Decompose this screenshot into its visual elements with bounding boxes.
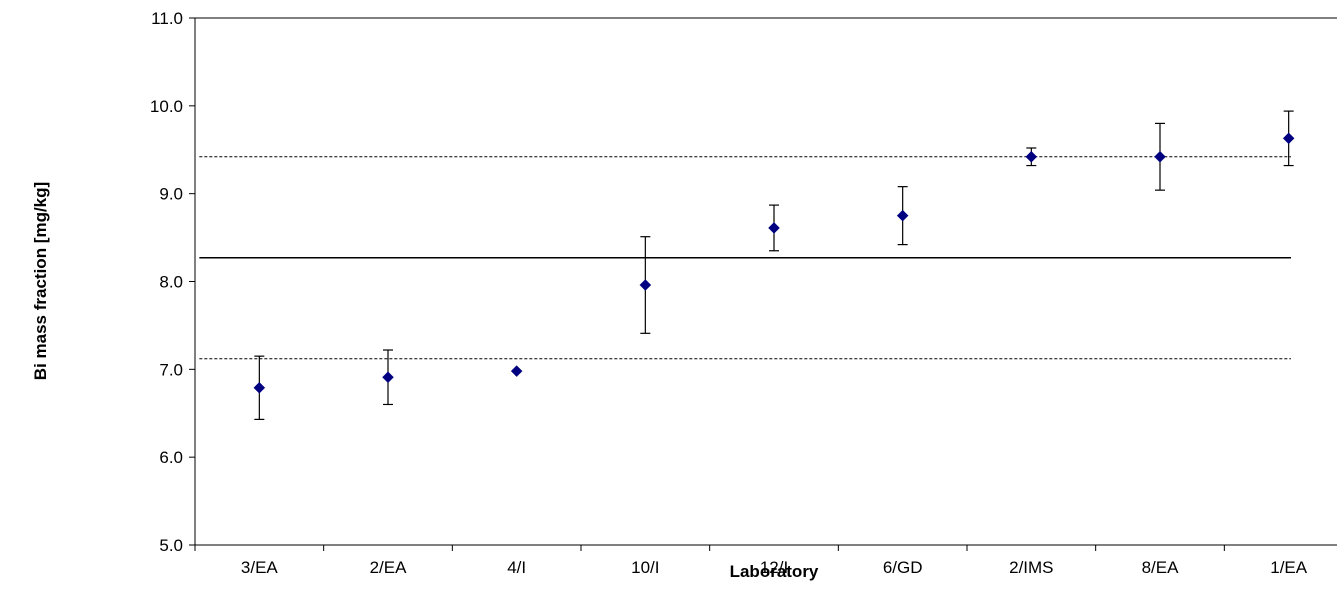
x-tick-label: 6/GD bbox=[883, 558, 923, 577]
x-tick-label: 12/I bbox=[760, 558, 788, 577]
data-points bbox=[253, 110, 1295, 420]
data-point bbox=[1154, 150, 1166, 163]
y-tick-label: 8.0 bbox=[159, 273, 183, 292]
x-tick-label: 8/EA bbox=[1142, 558, 1180, 577]
x-tick-label: 3/EA bbox=[241, 558, 279, 577]
data-point bbox=[382, 371, 394, 384]
data-point bbox=[896, 209, 909, 222]
data-point bbox=[1025, 150, 1038, 163]
y-tick-label: 10.0 bbox=[150, 97, 183, 116]
plot-area bbox=[194, 17, 1337, 546]
y-tick-label: 6.0 bbox=[159, 448, 183, 467]
y-tick-label: 9.0 bbox=[159, 185, 183, 204]
x-axis-title: Laboratory bbox=[730, 562, 819, 581]
data-point bbox=[253, 381, 266, 394]
data-point bbox=[1282, 132, 1295, 145]
y-tick-label: 5.0 bbox=[159, 536, 183, 555]
y-axis: 5.0 6.0 7.0 8.0 9.0 10.0 11.0 bbox=[150, 9, 195, 555]
x-tick-label: 2/IMS bbox=[1009, 558, 1053, 577]
data-point bbox=[510, 365, 523, 377]
reference-lines bbox=[199, 156, 1291, 360]
y-tick-label: 7.0 bbox=[159, 360, 183, 379]
x-tick-label: 1/EA bbox=[1270, 558, 1308, 577]
x-tick-label: 4/I bbox=[507, 558, 526, 577]
y-tick-label: 11.0 bbox=[151, 9, 183, 28]
y-axis-title: Bi mass fraction [mg/kg] bbox=[31, 182, 50, 380]
data-point bbox=[768, 222, 780, 234]
x-axis: 3/EA 2/EA 4/I 10/I 12/I 6/GD 2/IMS 8/EA 1/EA bbox=[194, 545, 1308, 577]
x-tick-label: 2/EA bbox=[370, 558, 408, 577]
data-point bbox=[639, 279, 652, 291]
x-tick-label: 10/I bbox=[631, 558, 659, 577]
